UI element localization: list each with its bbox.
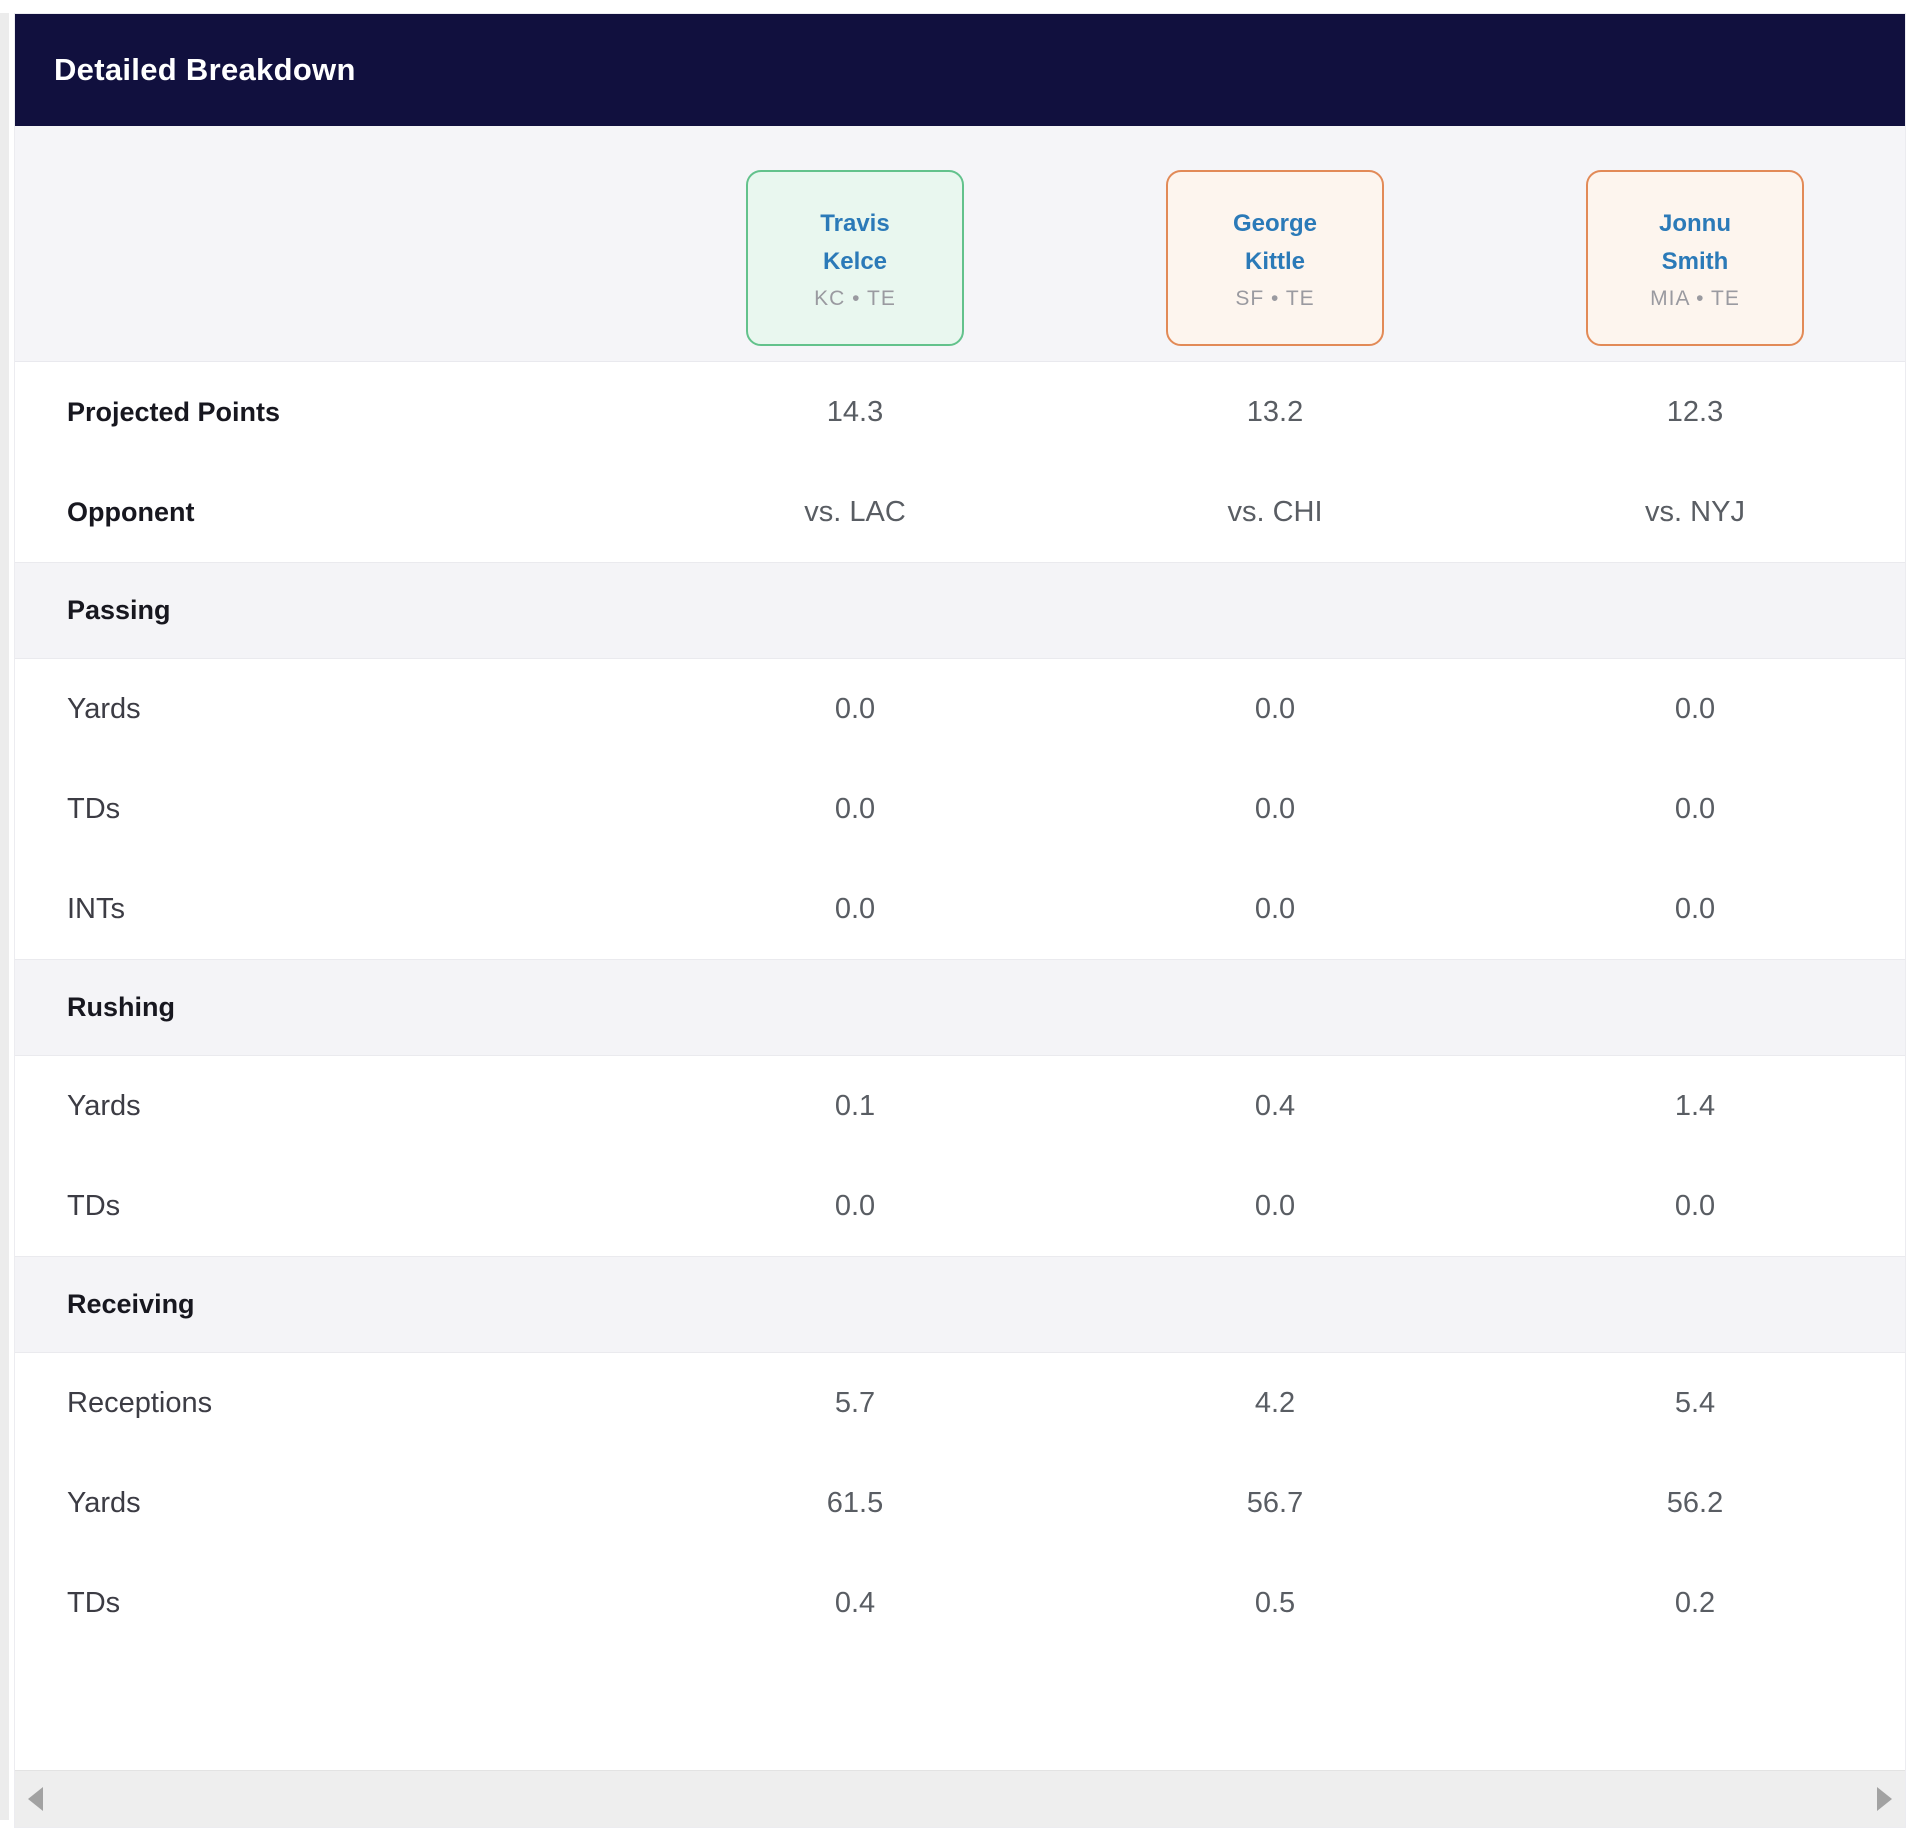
stat-value-kittle: 13.2 [1246, 395, 1304, 428]
stat-value-smith: 5.4 [1674, 1386, 1716, 1419]
row-label: Receptions [67, 1386, 213, 1419]
left-edge-strip [0, 13, 9, 1820]
stat-value-kelce: 0.4 [834, 1586, 876, 1619]
player-team-position: MIA • TE [1650, 287, 1740, 311]
stat-value-kelce: 61.5 [826, 1486, 884, 1519]
stat-value-smith: 0.0 [1674, 1189, 1716, 1222]
scrollbar-right-arrow-icon[interactable] [1877, 1787, 1892, 1811]
stat-value-kittle: 0.0 [1254, 1189, 1296, 1222]
stat-value-kelce: 0.0 [834, 692, 876, 725]
stat-value-kittle: 56.7 [1246, 1486, 1304, 1519]
row-label: INTs [67, 892, 125, 925]
row-yards: Yards 61.5 56.7 56.2 [15, 1453, 1905, 1553]
stat-value-smith: 0.0 [1674, 692, 1716, 725]
row-label: Projected Points [67, 396, 281, 427]
row-yards: Yards 0.0 0.0 0.0 [15, 659, 1905, 759]
player-card-kelce[interactable]: Travis Kelce KC • TE [746, 170, 964, 346]
row-label: TDs [67, 1189, 121, 1222]
stat-value-kelce: 0.0 [834, 892, 876, 925]
player-name: George Kittle [1232, 209, 1318, 275]
stat-value-smith: vs. NYJ [1645, 495, 1745, 528]
scrollbar-left-arrow-icon[interactable] [28, 1787, 43, 1811]
stat-value-smith: 1.4 [1674, 1089, 1716, 1122]
horizontal-scrollbar[interactable] [15, 1770, 1905, 1827]
stat-value-kelce: vs. LAC [804, 495, 906, 528]
stat-value-kittle: 0.0 [1254, 692, 1296, 725]
stat-value-kelce: 14.3 [826, 395, 884, 428]
stat-value-smith: 12.3 [1666, 395, 1724, 428]
stat-value-smith: 56.2 [1666, 1486, 1724, 1519]
player-card-cell: Travis Kelce KC • TE [645, 126, 1065, 361]
row-tds: TDs 0.4 0.5 0.2 [15, 1553, 1905, 1653]
player-card-kittle[interactable]: George Kittle SF • TE [1166, 170, 1384, 346]
header-spacer-cell [15, 126, 645, 361]
table-filler [15, 1653, 1905, 1770]
row-label: Yards [67, 692, 141, 725]
row-ints: INTs 0.0 0.0 0.0 [15, 859, 1905, 959]
player-card-cell: George Kittle SF • TE [1065, 126, 1485, 361]
section-header-rushing: Rushing [15, 959, 1905, 1056]
player-name: Jonnu Smith [1659, 209, 1731, 275]
stat-value-kittle: 0.0 [1254, 892, 1296, 925]
stat-value-smith: 0.0 [1674, 892, 1716, 925]
stat-value-kittle: vs. CHI [1227, 495, 1323, 528]
row-receptions: Receptions 5.7 4.2 5.4 [15, 1353, 1905, 1453]
stat-value-smith: 0.2 [1674, 1586, 1716, 1619]
stat-value-kelce: 5.7 [834, 1386, 876, 1419]
panel-header: Detailed Breakdown [15, 14, 1905, 126]
stat-value-smith: 0.0 [1674, 792, 1716, 825]
stats-table: Projected Points 14.3 13.2 12.3 Opponent vs. … [15, 362, 1905, 1653]
row-projected-points: Projected Points 14.3 13.2 12.3 [15, 362, 1905, 462]
panel-title: Detailed Breakdown [54, 52, 356, 87]
row-opponent: Opponent vs. LAC vs. CHI vs. NYJ [15, 462, 1905, 562]
row-label: TDs [67, 792, 121, 825]
stat-value-kittle: 0.5 [1254, 1586, 1296, 1619]
player-team-position: SF • TE [1235, 287, 1315, 311]
row-label: TDs [67, 1586, 121, 1619]
row-tds: TDs 0.0 0.0 0.0 [15, 759, 1905, 859]
player-card-smith[interactable]: Jonnu Smith MIA • TE [1586, 170, 1804, 346]
player-name: Travis Kelce [820, 209, 890, 275]
stat-value-kittle: 4.2 [1254, 1386, 1296, 1419]
detailed-breakdown-panel: Detailed Breakdown Travis Kelce KC • TE Ge… [14, 13, 1906, 1828]
section-header-passing: Passing [15, 562, 1905, 659]
row-tds: TDs 0.0 0.0 0.0 [15, 1156, 1905, 1256]
player-card-cell: Jonnu Smith MIA • TE [1485, 126, 1905, 361]
stat-value-kelce: 0.0 [834, 792, 876, 825]
stat-value-kittle: 0.0 [1254, 792, 1296, 825]
stat-value-kelce: 0.1 [834, 1089, 876, 1122]
row-label: Yards [67, 1486, 141, 1519]
stat-value-kittle: 0.4 [1254, 1089, 1296, 1122]
row-yards: Yards 0.1 0.4 1.4 [15, 1056, 1905, 1156]
player-team-position: KC • TE [814, 287, 896, 311]
row-label: Yards [67, 1089, 141, 1122]
player-header-row: Travis Kelce KC • TE George Kittle SF • TE J… [15, 126, 1905, 362]
section-header-receiving: Receiving [15, 1256, 1905, 1353]
stat-value-kelce: 0.0 [834, 1189, 876, 1222]
row-label: Opponent [67, 496, 195, 527]
